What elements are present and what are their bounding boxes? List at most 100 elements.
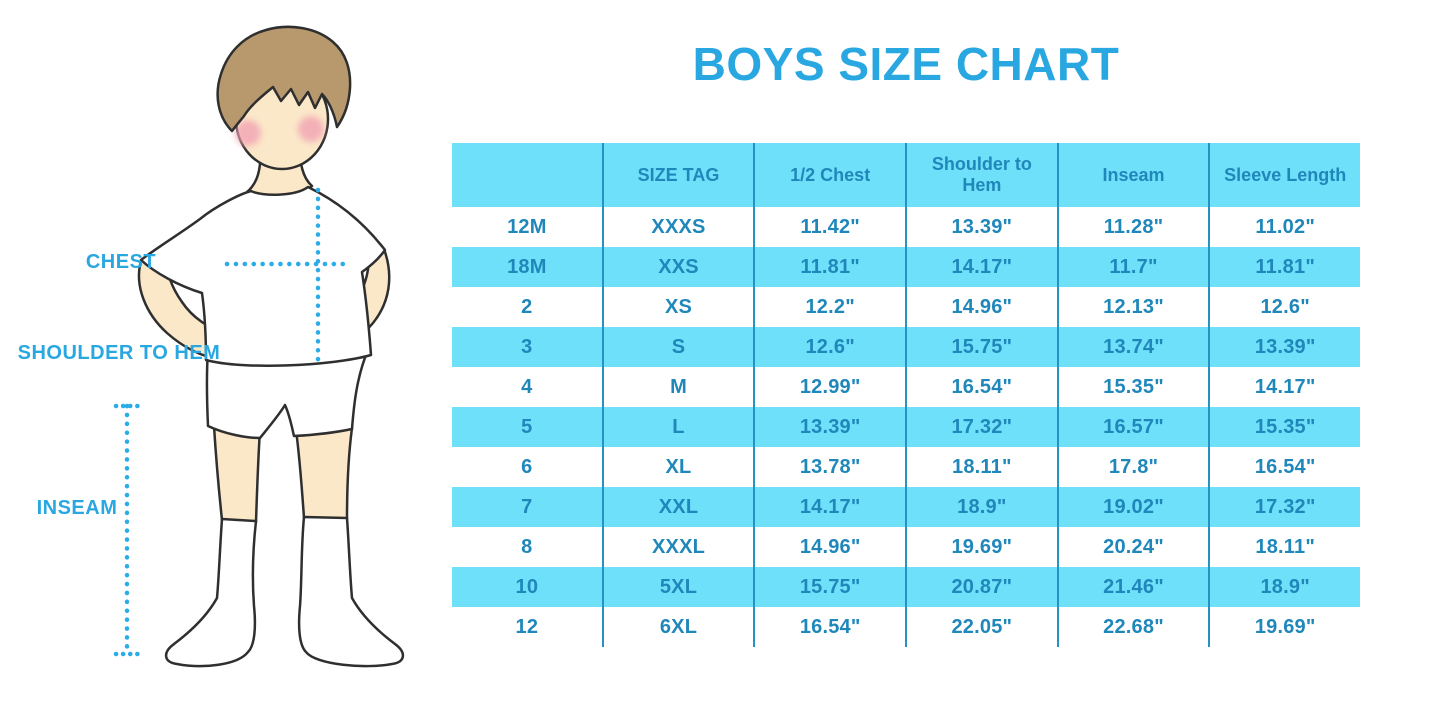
table-cell: 21.46" — [1059, 567, 1211, 607]
table-row: 12 6XL 16.54" 22.05" 22.68" 19.69" — [452, 607, 1360, 647]
table-cell: 12.13" — [1059, 287, 1211, 327]
table-cell: M — [604, 367, 756, 407]
cell-size: 8 — [452, 527, 604, 567]
table-cell: 17.8" — [1059, 447, 1211, 487]
boy-illustration-svg: CHEST SHOULDER TO HEM INSEAM — [18, 25, 405, 668]
table-cell: 17.32" — [1254, 495, 1316, 518]
table-cell: 20.87" — [907, 567, 1059, 607]
table-header-row: SIZE TAG 1/2 Chest Shoulder to Hem Insea… — [452, 143, 1360, 207]
table-cell: 11.02" — [1255, 215, 1316, 238]
table-cell: XXS — [604, 247, 756, 287]
table-cell: S — [604, 327, 756, 367]
table-row: 2 XS 12.2" 14.96" 12.13" 12.6" — [452, 287, 1360, 327]
header-cell-sleeve-length: Sleeve Length — [1224, 164, 1347, 185]
boy-shirt — [139, 185, 387, 367]
table-row: 8 XXXL 14.96" 19.69" 20.24" 18.11" — [452, 527, 1360, 567]
table-cell: 13.39" — [1254, 335, 1316, 358]
table-cell: 16.54" — [1254, 455, 1316, 478]
table-cell: 18.11" — [907, 447, 1059, 487]
inseam-label: INSEAM — [37, 497, 118, 519]
boy-right-blush — [298, 116, 324, 142]
table-cell: 5XL — [604, 567, 756, 607]
table-cell: 13.39" — [755, 407, 908, 447]
table-cell: XS — [604, 287, 756, 327]
table-row: 10 5XL 15.75" 20.87" 21.46" 18.9" — [452, 567, 1360, 607]
table-cell: 11.81" — [755, 247, 908, 287]
table-row: 5 L 13.39" 17.32" 16.57" 15.35" — [452, 407, 1360, 447]
table-cell: 12.6" — [755, 327, 908, 367]
cell-size: 3 — [452, 327, 604, 367]
table-cell: 11.28" — [1059, 207, 1211, 247]
table-cell: XXXL — [604, 527, 756, 567]
table-cell: 14.17" — [1254, 375, 1316, 398]
table-cell: 14.17" — [907, 247, 1059, 287]
size-table: SIZE TAG 1/2 Chest Shoulder to Hem Insea… — [452, 143, 1360, 647]
table-cell: XL — [604, 447, 756, 487]
table-row: 6 XL 13.78" 18.11" 17.8" 16.54" — [452, 447, 1360, 487]
table-cell: 12.6" — [1260, 295, 1310, 318]
table-cell: 13.78" — [755, 447, 908, 487]
header-cell-blank — [452, 143, 604, 207]
table-cell: 22.05" — [907, 607, 1059, 647]
cell-size: 6 — [452, 447, 604, 487]
table-cell: 19.02" — [1059, 487, 1211, 527]
table-cell: 12.2" — [755, 287, 908, 327]
cell-size: 4 — [452, 367, 604, 407]
table-cell: XXL — [604, 487, 756, 527]
boy-left-blush — [235, 120, 261, 146]
table-cell: 13.74" — [1059, 327, 1211, 367]
shoulder-to-hem-label: SHOULDER TO HEM — [18, 342, 221, 364]
table-cell: 18.11" — [1255, 535, 1316, 558]
header-cell-half-chest: 1/2 Chest — [755, 143, 908, 207]
cell-size: 7 — [452, 487, 604, 527]
table-cell: 16.57" — [1059, 407, 1211, 447]
table-row: 7 XXL 14.17" 18.9" 19.02" 17.32" — [452, 487, 1360, 527]
table-cell: 15.75" — [907, 327, 1059, 367]
boy-right-sock — [297, 515, 405, 668]
table-cell: XXXS — [604, 207, 756, 247]
cell-size: 10 — [452, 567, 604, 607]
table-cell: 14.96" — [907, 287, 1059, 327]
boy-left-leg — [212, 424, 262, 524]
boy-illustration: CHEST SHOULDER TO HEM INSEAM — [0, 0, 452, 723]
boy-left-sock — [164, 517, 258, 668]
table-cell: 14.17" — [755, 487, 908, 527]
header-cell-shoulder-to-hem: Shoulder to Hem — [907, 143, 1059, 207]
table-cell: 16.54" — [907, 367, 1059, 407]
table-cell: 11.81" — [1255, 255, 1316, 278]
boy-right-leg — [294, 426, 354, 521]
table-cell: 18.9" — [1260, 575, 1310, 598]
boy-shorts — [205, 348, 370, 440]
table-cell: 14.96" — [755, 527, 908, 567]
table-cell: 15.75" — [755, 567, 908, 607]
table-cell: 6XL — [604, 607, 756, 647]
table-cell: 11.7" — [1059, 247, 1211, 287]
cell-size: 5 — [452, 407, 604, 447]
cell-size: 18M — [452, 247, 604, 287]
table-cell: 17.32" — [907, 407, 1059, 447]
cell-size: 2 — [452, 287, 604, 327]
cell-size: 12 — [452, 607, 604, 647]
table-cell: 19.69" — [1254, 615, 1316, 638]
table-row: 3 S 12.6" 15.75" 13.74" 13.39" — [452, 327, 1360, 367]
table-cell: 12.99" — [755, 367, 908, 407]
table-cell: 11.42" — [755, 207, 908, 247]
table-cell: 15.35" — [1059, 367, 1211, 407]
table-cell: 18.9" — [907, 487, 1059, 527]
table-cell: L — [604, 407, 756, 447]
page-title: BOYS SIZE CHART — [692, 38, 1120, 90]
table-row: 4 M 12.99" 16.54" 15.35" 14.17" — [452, 367, 1360, 407]
table-cell: 15.35" — [1254, 415, 1316, 438]
table-cell: 19.69" — [907, 527, 1059, 567]
table-cell: 13.39" — [907, 207, 1059, 247]
table-cell: 20.24" — [1059, 527, 1211, 567]
table-cell: 16.54" — [755, 607, 908, 647]
header-cell-inseam: Inseam — [1059, 143, 1211, 207]
table-cell: 22.68" — [1059, 607, 1211, 647]
chest-label: CHEST — [86, 251, 156, 273]
header-cell-size-tag: SIZE TAG — [604, 143, 756, 207]
cell-size: 12M — [452, 207, 604, 247]
table-row: 12M XXXS 11.42" 13.39" 11.28" 11.02" — [452, 207, 1360, 247]
table-row: 18M XXS 11.81" 14.17" 11.7" 11.81" — [452, 247, 1360, 287]
